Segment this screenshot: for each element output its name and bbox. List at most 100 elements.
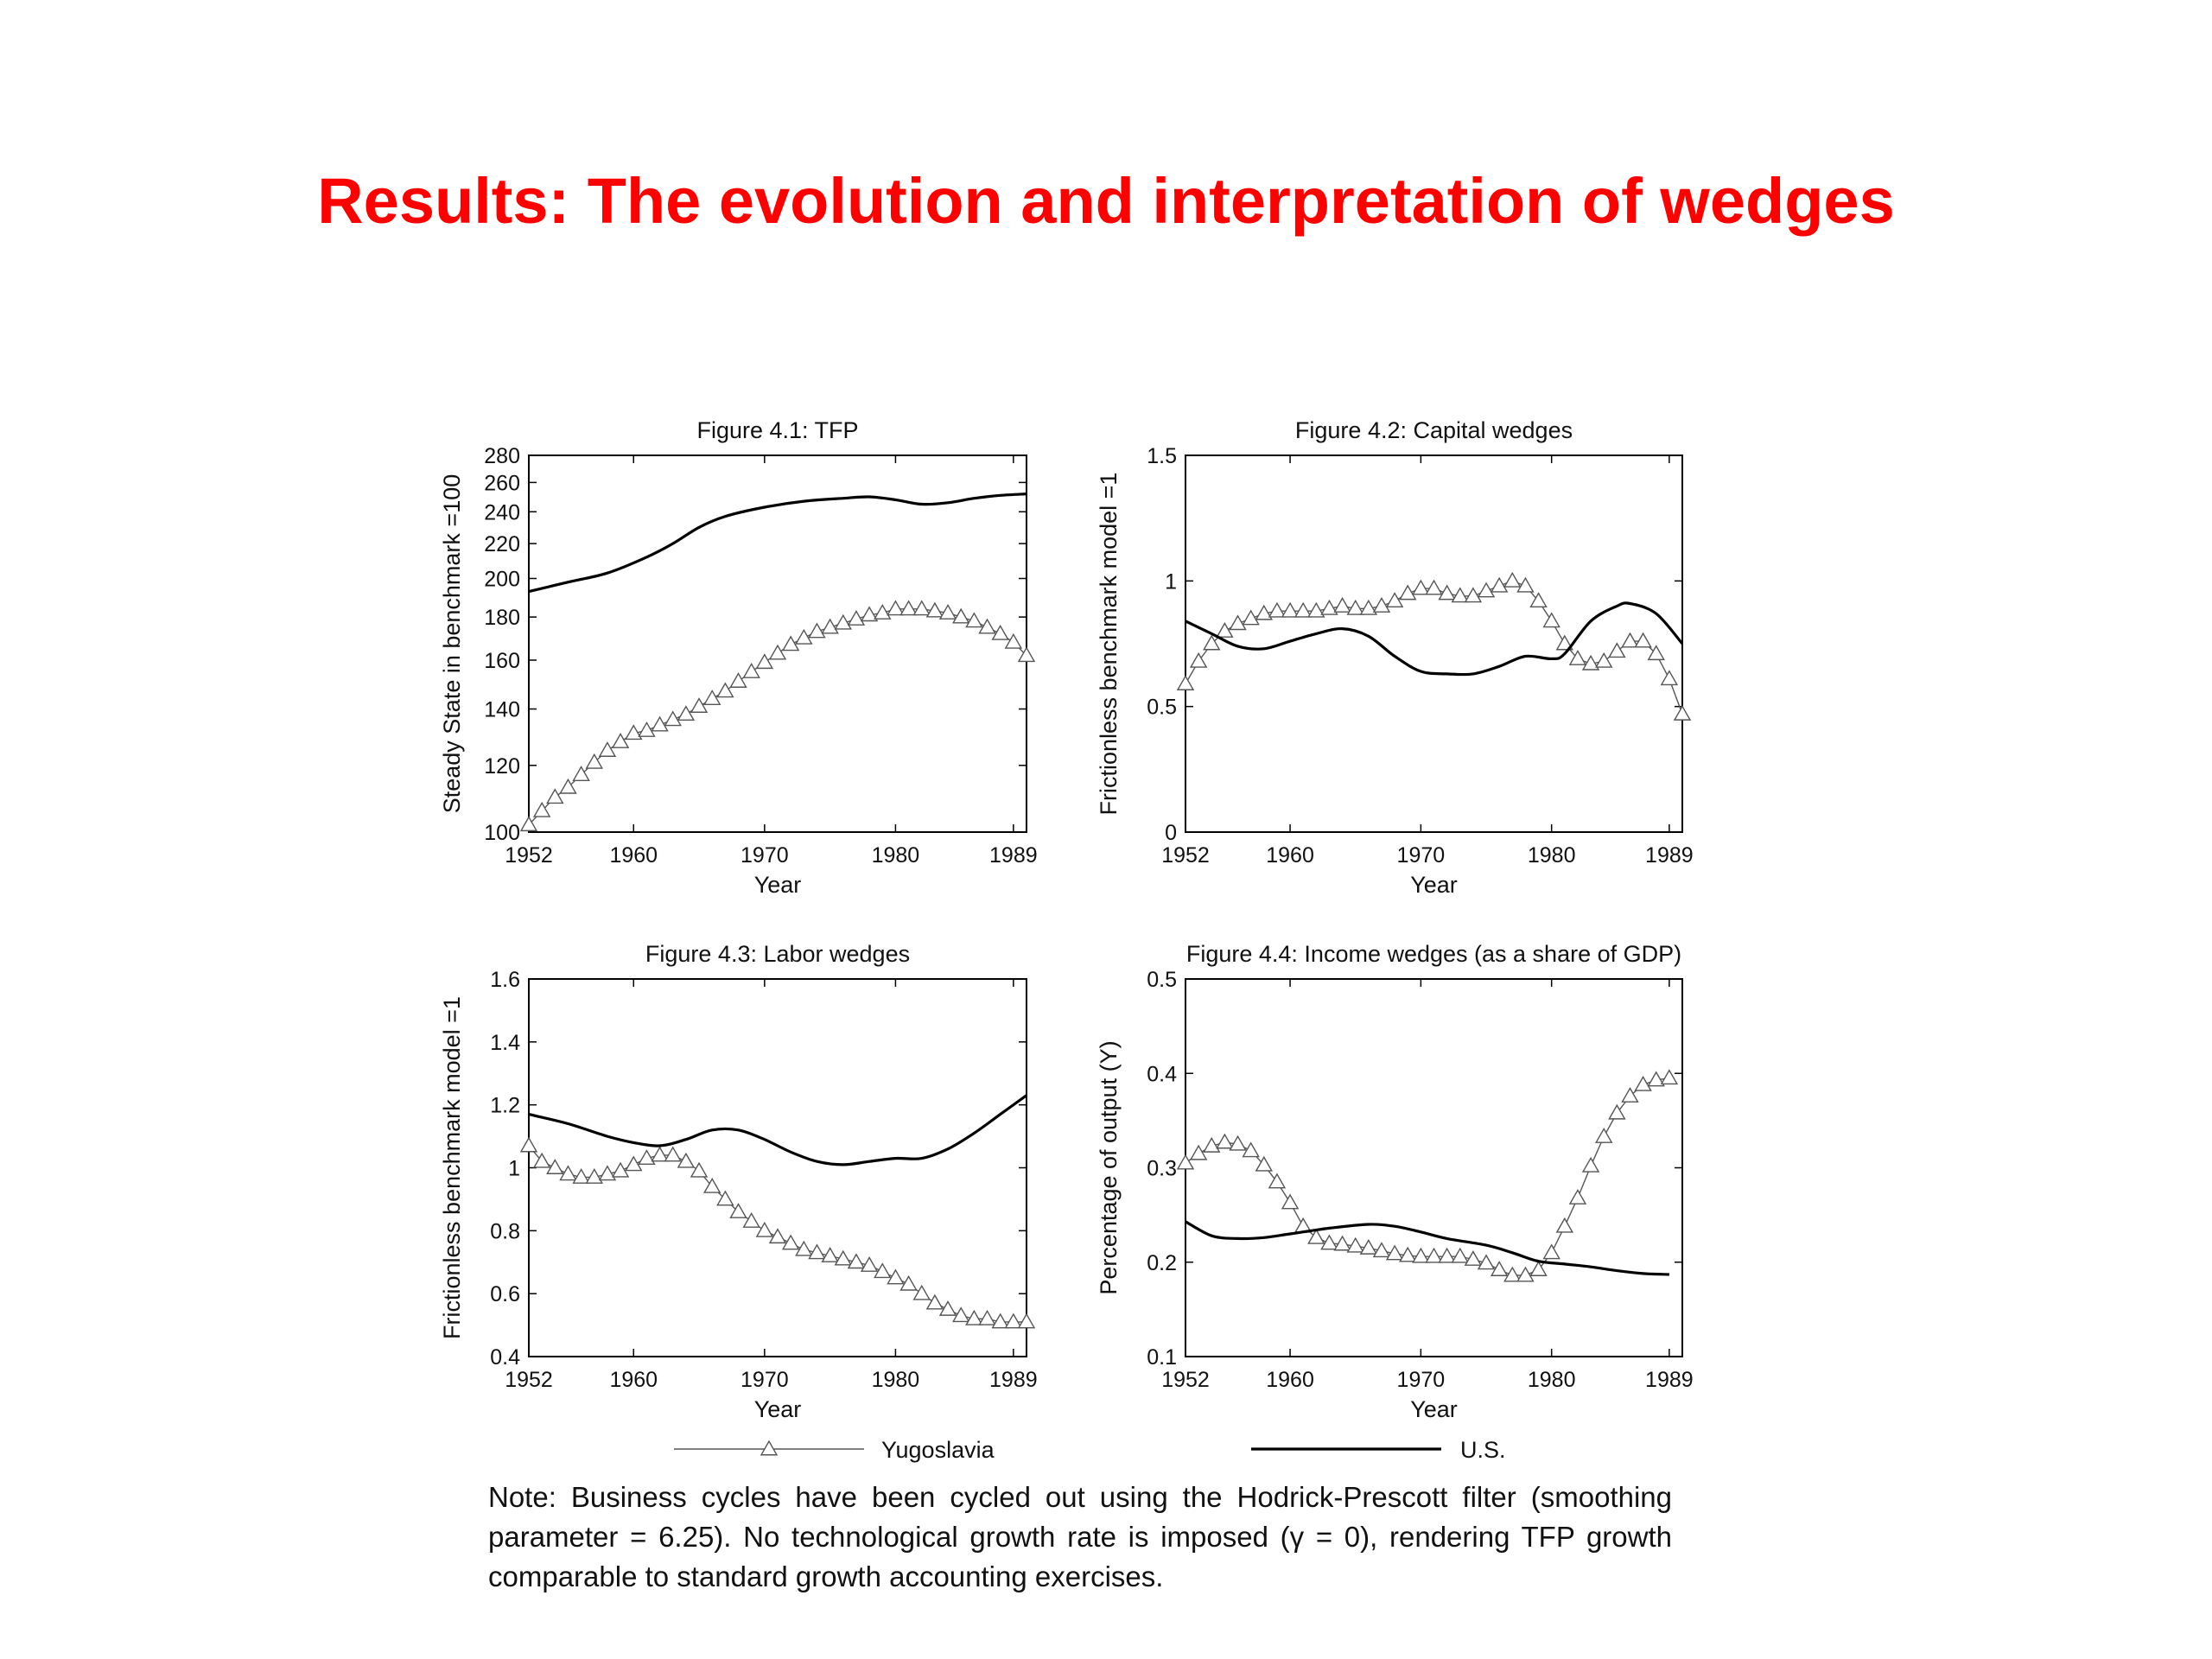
data-point-marker — [1451, 587, 1469, 603]
data-point-marker — [860, 1255, 879, 1272]
data-point-marker — [1359, 599, 1378, 615]
data-point-marker — [1568, 1189, 1587, 1205]
x-tick-label: 1989 — [1645, 1368, 1694, 1392]
data-point-marker — [1647, 645, 1665, 661]
legend-label: U.S. — [1460, 1437, 1506, 1463]
series-line — [528, 608, 1027, 826]
data-point-marker — [585, 1168, 603, 1184]
data-point-marker — [1385, 592, 1404, 608]
data-point-marker — [625, 724, 643, 741]
data-point-marker — [703, 1177, 721, 1193]
data-point-marker — [1399, 584, 1417, 601]
x-axis-label: Year — [1410, 872, 1458, 898]
data-point-marker — [1176, 1154, 1195, 1170]
data-point-marker — [1634, 1075, 1652, 1091]
y-tick-label: 100 — [484, 821, 520, 845]
data-point-marker — [1660, 670, 1679, 686]
data-point-marker — [1621, 632, 1639, 648]
series-line — [1185, 1220, 1669, 1276]
data-point-marker — [768, 644, 787, 660]
x-tick-label: 1970 — [1397, 1368, 1446, 1392]
data-point-marker — [1608, 1103, 1626, 1120]
legend-item-yugoslavia: Yugoslavia — [674, 1437, 995, 1463]
x-tick-label: 1980 — [1528, 843, 1576, 868]
data-point-marker — [1372, 1242, 1391, 1258]
data-point-marker — [938, 604, 957, 620]
data-point-marker — [1216, 622, 1234, 638]
data-point-marker — [1017, 646, 1036, 663]
data-point-marker — [1294, 601, 1313, 618]
data-point-marker — [1229, 1135, 1247, 1151]
data-point-marker — [755, 1221, 774, 1237]
data-point-marker — [546, 1159, 564, 1174]
data-point-marker — [1542, 1243, 1560, 1260]
data-point-marker — [1555, 634, 1574, 651]
data-point-marker — [1004, 632, 1023, 649]
x-axis-label: Year — [754, 872, 802, 898]
data-point-marker — [729, 1203, 747, 1218]
y-tick-label: 0.6 — [490, 1282, 520, 1306]
data-point-marker — [585, 753, 603, 769]
data-point-marker — [1464, 587, 1483, 603]
data-point-marker — [808, 622, 826, 639]
data-point-marker — [572, 766, 590, 781]
data-point-marker — [1412, 1247, 1430, 1263]
data-point-marker — [532, 1152, 551, 1168]
data-point-marker — [1320, 599, 1338, 615]
data-point-marker — [991, 624, 1009, 640]
x-tick-label: 1960 — [1266, 843, 1314, 868]
data-point-marker — [1385, 1244, 1404, 1261]
data-point-marker — [808, 1243, 826, 1260]
data-point-marker — [1242, 609, 1260, 626]
data-point-marker — [978, 1309, 996, 1325]
data-point-marker — [1595, 1128, 1613, 1143]
data-point-marker — [1346, 1236, 1364, 1253]
legend-marker-swatch — [760, 1440, 779, 1456]
data-point-marker — [847, 610, 866, 626]
y-tick-label: 140 — [484, 698, 520, 722]
data-point-marker — [1017, 1313, 1036, 1329]
data-point-marker — [978, 618, 996, 634]
series-yugoslavia — [519, 600, 1036, 832]
data-point-marker — [874, 604, 892, 620]
x-tick-label: 1970 — [1397, 843, 1446, 868]
data-point-marker — [1477, 1254, 1496, 1270]
data-point-marker — [938, 1300, 957, 1316]
data-point-marker — [1516, 1266, 1535, 1282]
data-point-marker — [1255, 1155, 1273, 1172]
chart-4: Figure 4.4: Income wedges (as a share of… — [1096, 941, 1694, 1422]
data-point-marker — [952, 607, 970, 624]
y-tick-label: 0.8 — [490, 1219, 520, 1243]
data-point-marker — [611, 1161, 630, 1178]
y-tick-label: 1.5 — [1147, 444, 1177, 468]
data-point-marker — [1242, 1141, 1260, 1158]
y-axis-label: Percentage of output (Y) — [1096, 1040, 1122, 1294]
data-point-marker — [742, 663, 760, 678]
data-point-marker — [1346, 599, 1364, 615]
data-point-marker — [677, 1152, 696, 1168]
data-point-marker — [1490, 1261, 1509, 1276]
chart-title: Figure 4.2: Capital wedges — [1295, 417, 1573, 443]
data-point-marker — [1359, 1238, 1378, 1255]
y-tick-label: 0.4 — [1147, 1062, 1177, 1086]
data-point-marker — [1529, 1261, 1548, 1276]
series-u-s — [1185, 601, 1684, 677]
data-point-marker — [1503, 1266, 1522, 1282]
series-line — [1185, 580, 1683, 715]
y-tick-label: 1.6 — [490, 968, 520, 992]
y-tick-label: 1.4 — [490, 1031, 520, 1055]
data-point-marker — [1634, 632, 1652, 648]
x-tick-label: 1989 — [1645, 843, 1694, 868]
data-point-marker — [1307, 1228, 1325, 1244]
y-axis-label: Steady State in benchmark =100 — [439, 474, 465, 814]
data-point-marker — [887, 1268, 905, 1285]
x-tick-label: 1952 — [1161, 843, 1210, 868]
data-point-marker — [1320, 1234, 1338, 1250]
note-text: Note: Business cycles have been cycled o… — [488, 1481, 1672, 1592]
data-point-marker — [664, 1146, 682, 1162]
data-point-marker — [1621, 1087, 1639, 1103]
data-point-marker — [638, 721, 656, 737]
data-point-marker — [1425, 579, 1443, 595]
data-point-marker — [1595, 652, 1613, 668]
